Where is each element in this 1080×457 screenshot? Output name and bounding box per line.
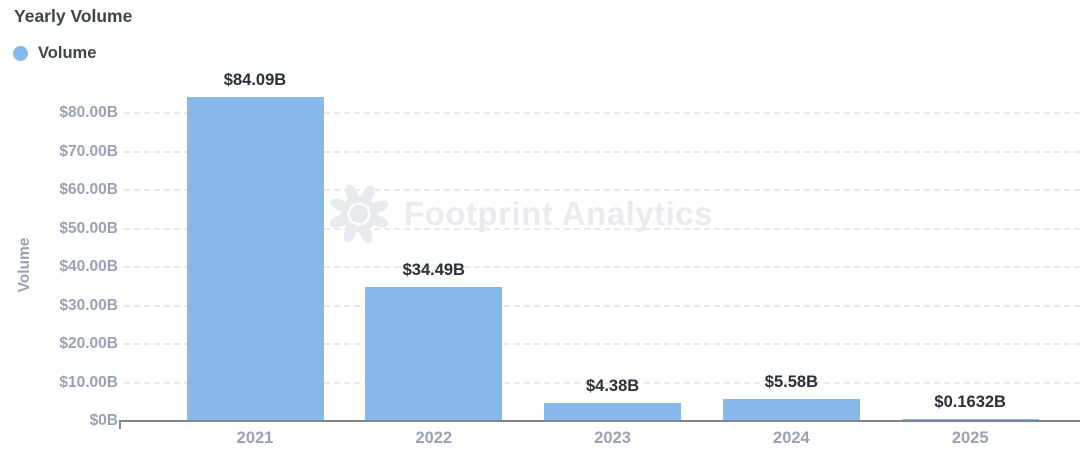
- legend: Volume: [13, 44, 96, 63]
- legend-item-volume[interactable]: Volume: [13, 44, 96, 63]
- gridline-80: [124, 112, 1080, 115]
- bar-value-label-2024: $5.58B: [764, 372, 818, 391]
- y-tick-label: $60.00B: [59, 181, 118, 199]
- x-tick-label-2023: 2023: [594, 429, 631, 447]
- y-tick-label: $30.00B: [59, 296, 118, 314]
- y-tick-label: $40.00B: [59, 258, 118, 276]
- legend-swatch-icon: [13, 46, 28, 61]
- bar-value-label-2022: $34.49B: [402, 261, 465, 280]
- y-tick-label: $20.00B: [59, 335, 118, 353]
- gridline-10: [124, 381, 1080, 384]
- bar-value-label-2025: $0.1632B: [934, 393, 1006, 411]
- legend-label: Volume: [38, 44, 97, 62]
- watermark: Footprint Analytics: [328, 183, 713, 245]
- bar-2025[interactable]: [901, 419, 1039, 420]
- gridline-20: [124, 343, 1080, 346]
- gridline-40: [124, 266, 1080, 269]
- gridline-30: [124, 304, 1080, 307]
- gridline-70: [124, 150, 1080, 153]
- x-tick-label-2022: 2022: [415, 429, 453, 447]
- x-tick-label-2024: 2024: [773, 429, 810, 447]
- gridline-60: [124, 189, 1080, 192]
- bar-2021[interactable]: [186, 96, 324, 420]
- watermark-logo-icon: [329, 184, 389, 244]
- bar-2022[interactable]: [365, 287, 503, 420]
- bar-2024[interactable]: [722, 398, 860, 420]
- y-tick-label: $70.00B: [59, 142, 118, 160]
- y-tick-label: $80.00B: [59, 104, 118, 122]
- bar-value-label-2021: $84.09B: [223, 70, 287, 89]
- y-tick-label: $50.00B: [59, 219, 118, 237]
- x-tick-label-2025: 2025: [951, 429, 989, 447]
- bar-2023[interactable]: [544, 403, 682, 420]
- y-tick-label: $10.00B: [59, 373, 118, 391]
- gridline-50: [124, 227, 1080, 230]
- x-axis-line: [120, 420, 1080, 422]
- chart-title: Yearly Volume: [14, 6, 133, 26]
- bar-value-label-2023: $4.38B: [585, 377, 640, 396]
- x-axis-origin-tick: [119, 420, 121, 429]
- y-tick-label: $0B: [89, 412, 118, 429]
- x-tick-label-2021: 2021: [236, 429, 274, 447]
